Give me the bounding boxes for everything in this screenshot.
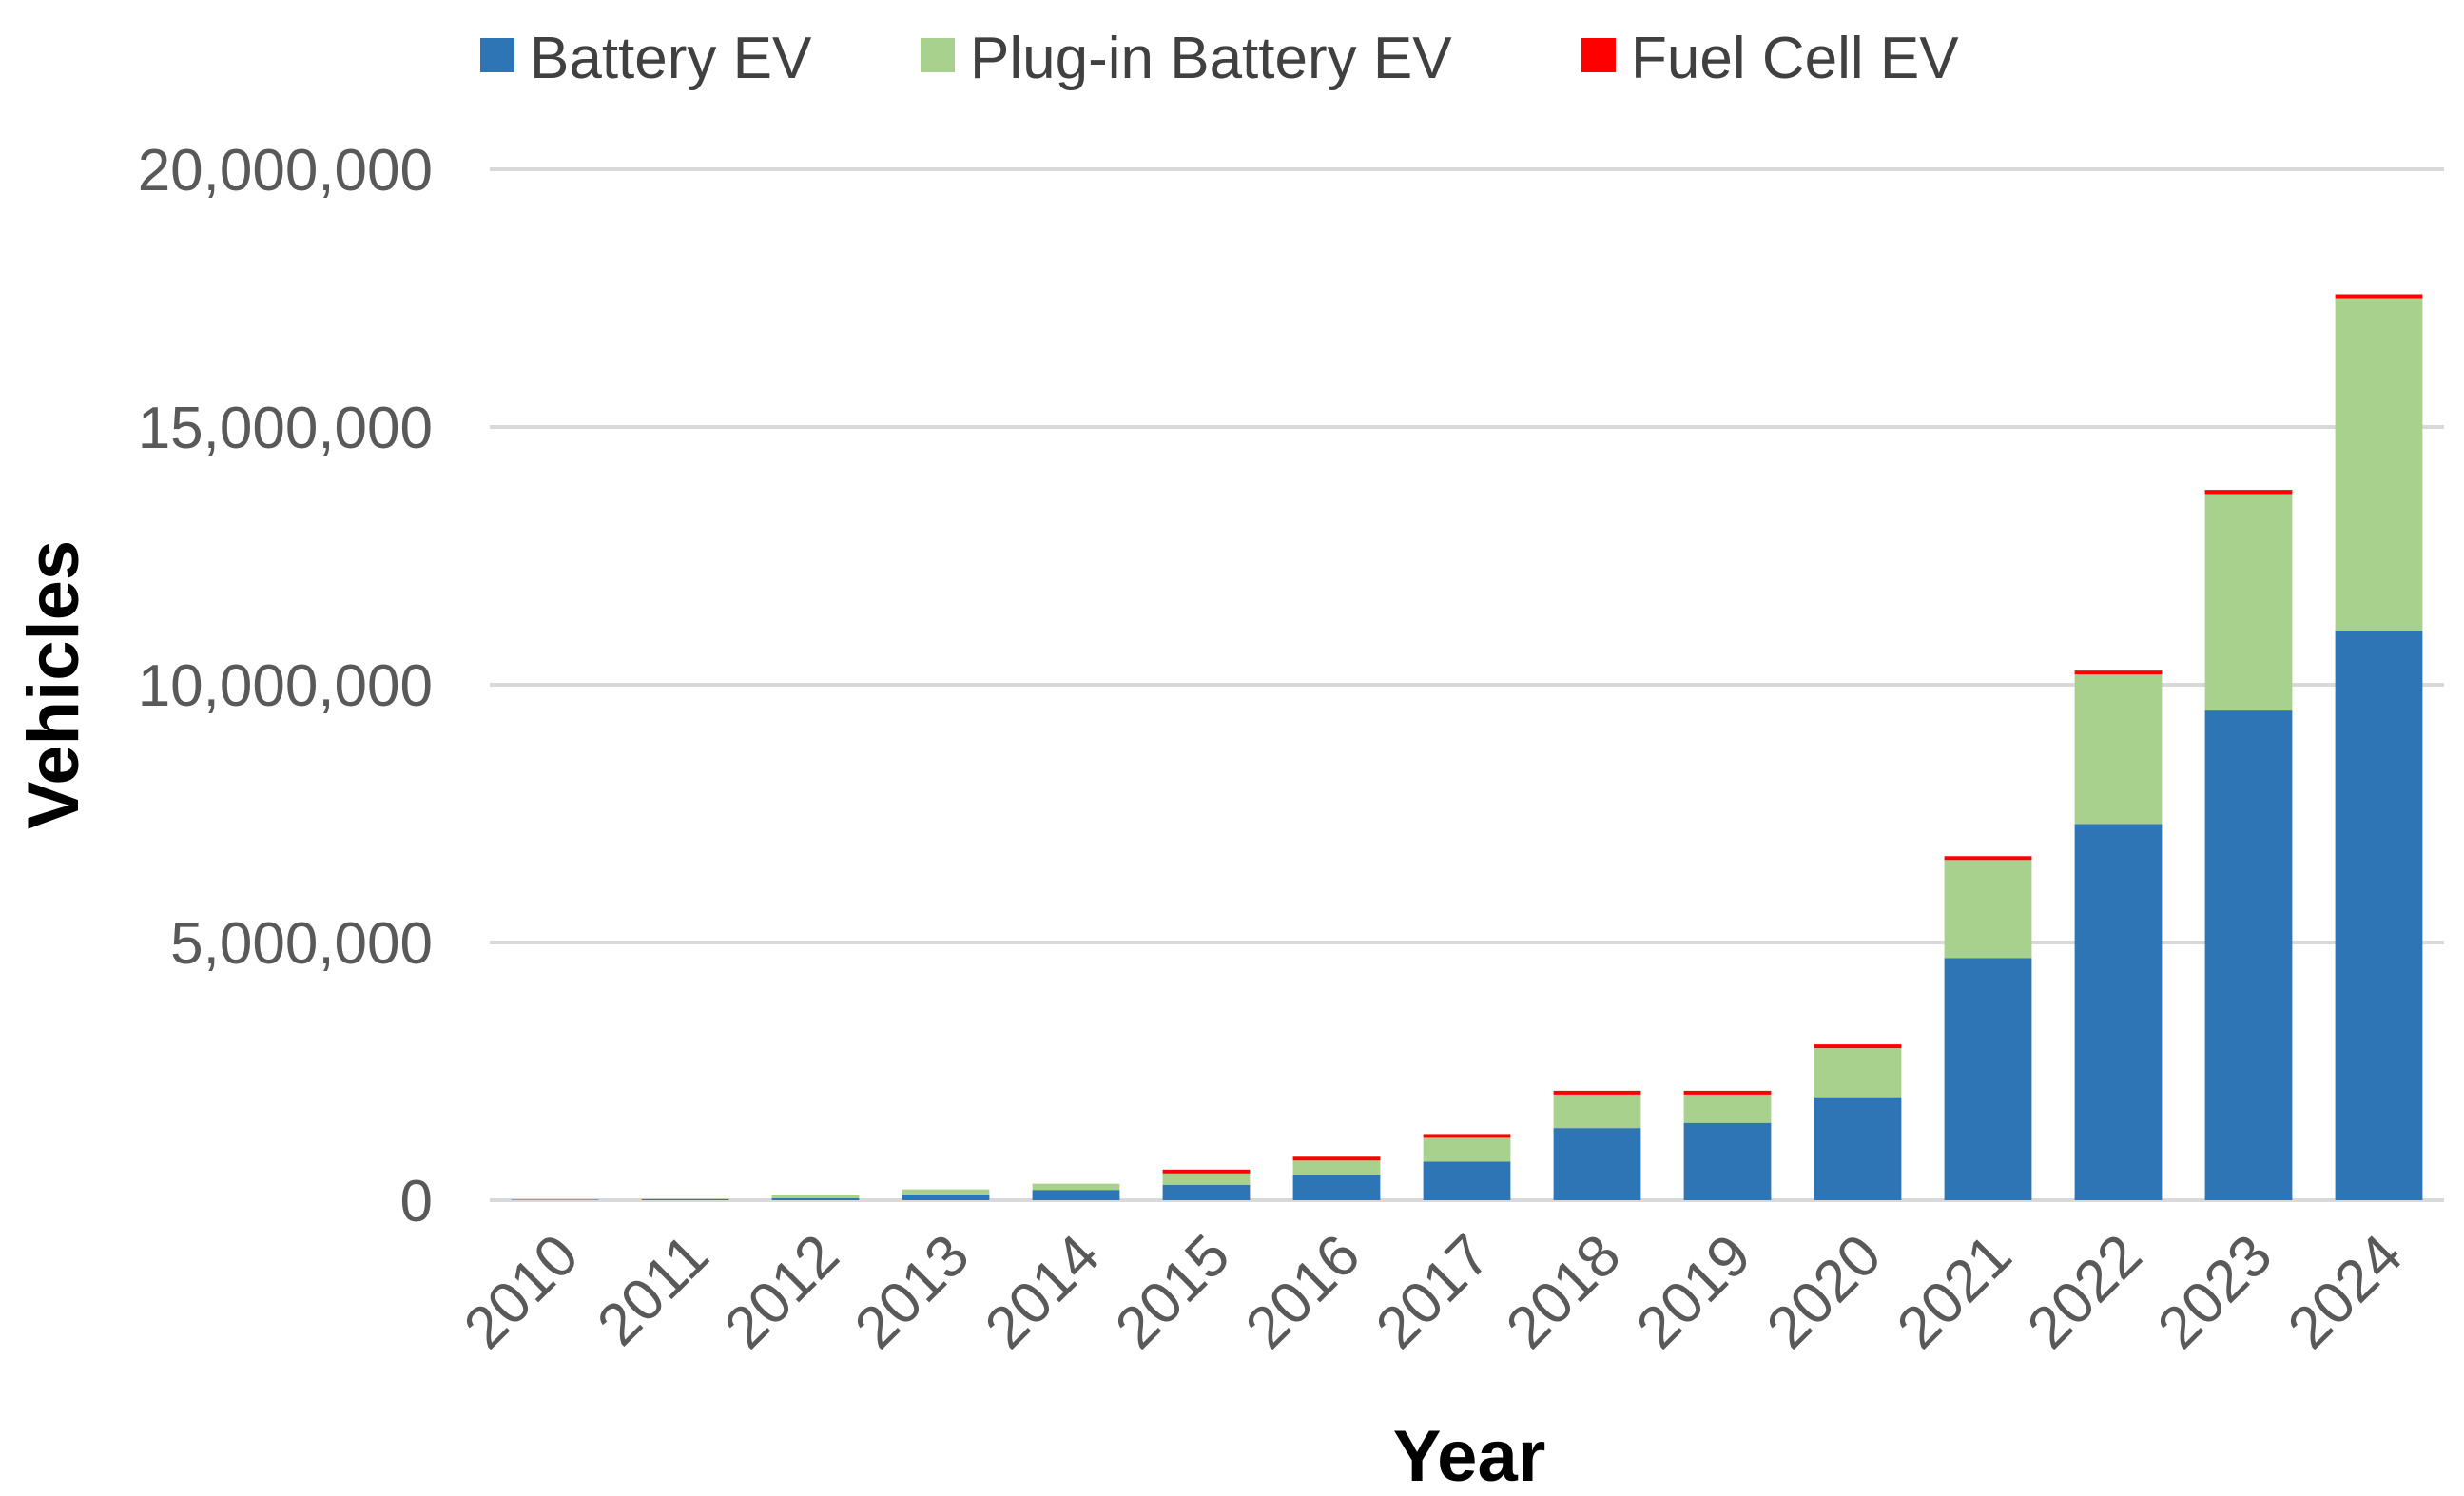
- bar-battery-ev-2022: [2074, 824, 2163, 1200]
- bar-fuel-cell-ev-2016: [1292, 1156, 1381, 1161]
- y-tick-label: 5,000,000: [170, 911, 433, 977]
- x-tick-label: 2024: [2276, 1222, 2415, 1361]
- x-tick-label: 2017: [1364, 1222, 1503, 1361]
- y-axis-title: Vehicles: [13, 540, 94, 829]
- y-tick-label: 20,000,000: [138, 138, 433, 204]
- bar-fuel-cell-ev-2018: [1553, 1090, 1641, 1095]
- x-axis-title: Year: [1393, 1416, 1546, 1496]
- bars: [511, 294, 2423, 1200]
- bar-plug-in-battery-ev-2021: [1944, 860, 2032, 959]
- bar-plug-in-battery-ev-2023: [2204, 494, 2293, 711]
- bar-battery-ev-2016: [1292, 1175, 1381, 1200]
- bar-battery-ev-2012: [771, 1197, 860, 1200]
- x-tick-label: 2014: [973, 1222, 1112, 1361]
- bar-battery-ev-2013: [902, 1195, 990, 1200]
- x-tick-label: 2015: [1103, 1222, 1242, 1361]
- bar-battery-ev-2019: [1683, 1122, 1772, 1200]
- bar-battery-ev-2011: [641, 1198, 729, 1200]
- bar-plug-in-battery-ev-2022: [2074, 674, 2163, 825]
- legend-swatch: [480, 38, 514, 72]
- x-tick-label: 2019: [1624, 1222, 1763, 1361]
- x-tick-label: 2012: [712, 1222, 851, 1361]
- bar-plug-in-battery-ev-2018: [1553, 1094, 1641, 1129]
- bar-battery-ev-2023: [2204, 710, 2293, 1200]
- bar-plug-in-battery-ev-2024: [2335, 298, 2423, 631]
- y-tick-label: 10,000,000: [138, 653, 433, 719]
- x-axis-tick-labels: 2010201120122013201420152016201720182019…: [452, 1222, 2415, 1361]
- legend: Battery EV Plug-in Battery EV Fuel Cell EV: [480, 26, 1959, 91]
- x-tick-label: 2020: [1755, 1222, 1893, 1361]
- bar-fuel-cell-ev-2023: [2204, 490, 2293, 495]
- x-tick-label: 2022: [2015, 1222, 2154, 1361]
- legend-label: Fuel Cell EV: [1631, 26, 1959, 91]
- bar-battery-ev-2021: [1944, 958, 2032, 1200]
- bar-fuel-cell-ev-2019: [1683, 1090, 1772, 1095]
- legend-label: Battery EV: [530, 26, 812, 91]
- y-tick-label: 15,000,000: [138, 396, 433, 461]
- x-tick-label: 2013: [843, 1222, 981, 1361]
- bar-battery-ev-2017: [1423, 1161, 1511, 1200]
- bar-plug-in-battery-ev-2012: [771, 1195, 860, 1198]
- x-tick-label: 2016: [1233, 1222, 1372, 1361]
- x-tick-label: 2023: [2145, 1222, 2284, 1361]
- bar-battery-ev-2010: [511, 1199, 599, 1200]
- bar-plug-in-battery-ev-2011: [641, 1198, 729, 1199]
- bar-fuel-cell-ev-2022: [2074, 670, 2163, 675]
- legend-label: Plug-in Battery EV: [970, 26, 1452, 91]
- bar-fuel-cell-ev-2024: [2335, 294, 2423, 299]
- x-tick-label: 2018: [1494, 1222, 1633, 1361]
- bar-plug-in-battery-ev-2019: [1683, 1094, 1772, 1123]
- y-axis-tick-labels: 0 5,000,000 10,000,000 15,000,000 20,000,000: [138, 138, 433, 1234]
- bar-plug-in-battery-ev-2013: [902, 1189, 990, 1195]
- y-tick-label: 0: [400, 1169, 433, 1234]
- bar-fuel-cell-ev-2021: [1944, 856, 2032, 861]
- legend-swatch: [1581, 38, 1616, 72]
- legend-swatch: [921, 38, 955, 72]
- bar-battery-ev-2015: [1162, 1184, 1251, 1200]
- bar-fuel-cell-ev-2017: [1423, 1134, 1511, 1138]
- bar-plug-in-battery-ev-2017: [1423, 1137, 1511, 1162]
- bar-battery-ev-2020: [1814, 1097, 1902, 1200]
- bar-plug-in-battery-ev-2015: [1162, 1173, 1251, 1185]
- bar-fuel-cell-ev-2015: [1162, 1169, 1251, 1174]
- x-tick-label: 2010: [452, 1222, 591, 1361]
- bar-battery-ev-2024: [2335, 631, 2423, 1200]
- bar-fuel-cell-ev-2020: [1814, 1044, 1902, 1049]
- bar-battery-ev-2014: [1032, 1190, 1120, 1200]
- x-tick-label: 2021: [1885, 1222, 2024, 1361]
- bar-plug-in-battery-ev-2014: [1032, 1183, 1120, 1191]
- bar-plug-in-battery-ev-2016: [1292, 1160, 1381, 1175]
- x-tick-label: 2011: [585, 1222, 721, 1358]
- bar-plug-in-battery-ev-2020: [1814, 1048, 1902, 1098]
- bar-battery-ev-2018: [1553, 1128, 1641, 1200]
